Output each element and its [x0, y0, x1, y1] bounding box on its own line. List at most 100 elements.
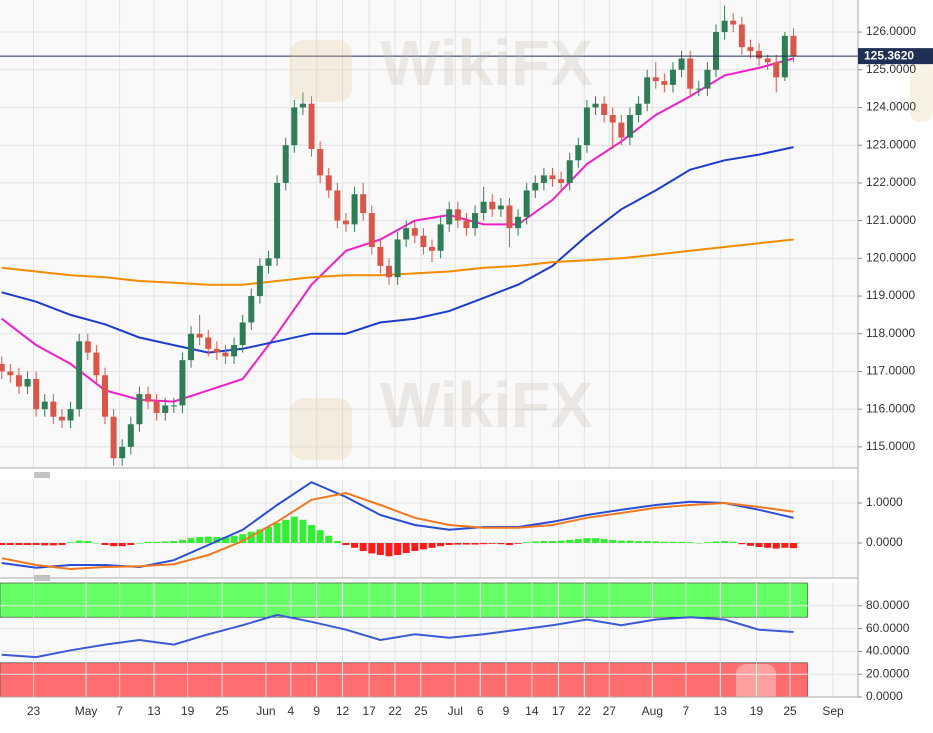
candle-body	[687, 58, 694, 89]
candle-body	[274, 182, 281, 259]
histogram-bar	[738, 543, 746, 545]
histogram-bar	[781, 543, 789, 548]
candle-body	[764, 58, 771, 63]
band	[0, 582, 808, 618]
logo	[290, 40, 352, 102]
histogram-bar	[0, 543, 6, 545]
candle-body	[583, 107, 590, 146]
histogram-bar	[256, 529, 264, 543]
candle-body	[394, 239, 401, 278]
y-tick-label: 0.0000	[866, 535, 903, 549]
histogram-bar	[592, 538, 600, 543]
candle-body	[33, 379, 40, 410]
x-tick-label: 9	[503, 704, 510, 718]
candle-body	[738, 24, 745, 48]
histogram-bar	[92, 543, 100, 544]
candle-body	[84, 341, 91, 353]
x-tick-label: 19	[181, 704, 195, 718]
x-tick-label: 14	[525, 704, 539, 718]
histogram-bar	[789, 543, 797, 549]
histogram-bar	[695, 543, 703, 544]
candle-body	[489, 201, 496, 210]
candle-body	[661, 81, 668, 85]
candle-body	[618, 122, 625, 138]
line-series	[1, 57, 794, 403]
histogram-bar	[230, 535, 238, 543]
histogram-bar	[445, 543, 453, 545]
y-tick-label: 80.0000	[866, 598, 910, 612]
candle-body	[351, 194, 358, 225]
histogram-bar	[178, 539, 186, 543]
histogram-bar	[135, 543, 143, 544]
histogram-bar	[153, 541, 161, 543]
candle-body	[626, 115, 633, 138]
histogram-bar	[127, 543, 135, 545]
x-tick-label: Jul	[448, 704, 463, 718]
candle-body	[119, 446, 126, 459]
histogram-bar	[643, 541, 651, 543]
histogram-bar	[411, 543, 419, 551]
x-tick-label: 7	[116, 704, 123, 718]
y-tick-label: 122.0000	[866, 175, 916, 189]
candle-body	[695, 88, 702, 90]
histogram-bar	[626, 540, 634, 543]
histogram-bar	[118, 543, 126, 547]
candle-body	[403, 228, 410, 240]
candle-body	[342, 220, 349, 225]
histogram-bar	[394, 543, 402, 555]
y-tick-label: 1.0000	[866, 495, 903, 509]
histogram-bar	[531, 541, 539, 543]
candle-body	[385, 265, 392, 278]
y-tick-label: 116.0000	[866, 401, 915, 415]
histogram-bar	[342, 543, 350, 545]
candle-body	[153, 401, 160, 413]
x-tick-label: 27	[603, 704, 617, 718]
histogram-bar	[368, 543, 376, 554]
candle-body	[713, 32, 720, 70]
histogram-bar	[635, 541, 643, 543]
candle-body	[652, 77, 659, 82]
histogram-bar	[548, 541, 556, 543]
candle-body	[170, 405, 177, 407]
candle-body	[162, 405, 169, 413]
y-tick-label: 120.0000	[866, 250, 916, 264]
x-tick-label: 22	[388, 704, 402, 718]
candle-body	[24, 379, 31, 387]
candle-body	[790, 35, 797, 57]
candle-body	[669, 69, 676, 85]
x-tick-label: Sep	[822, 704, 844, 718]
histogram-bar	[41, 543, 49, 546]
x-tick-label: 17	[363, 704, 377, 718]
candle-body	[325, 175, 332, 191]
histogram-bar	[419, 543, 427, 550]
candle-body	[41, 401, 48, 410]
candle-body	[463, 220, 470, 229]
candle-body	[67, 409, 74, 421]
candle-body	[205, 337, 212, 349]
candle-body	[592, 103, 599, 108]
histogram-bar	[161, 541, 169, 543]
x-tick-label: 25	[414, 704, 428, 718]
x-tick-label: 17	[552, 704, 566, 718]
candle-body	[76, 341, 83, 410]
histogram-bar	[755, 543, 763, 547]
histogram-bar	[566, 539, 574, 543]
histogram-bar	[290, 516, 298, 543]
histogram-bar	[678, 541, 686, 543]
histogram-bar	[247, 531, 255, 543]
y-tick-label: 20.0000	[866, 666, 910, 680]
histogram-bar	[325, 535, 333, 543]
x-tick-label: 22	[578, 704, 592, 718]
y-tick-label: 126.0000	[866, 24, 916, 38]
candle-body	[136, 394, 143, 425]
histogram-bar	[351, 543, 359, 548]
candle-body	[523, 190, 530, 217]
histogram-bar	[239, 534, 247, 543]
candle-body	[360, 194, 367, 214]
line-series	[1, 613, 794, 659]
histogram-bar	[265, 527, 273, 543]
histogram-bar	[15, 543, 23, 545]
x-tick-label: 25	[215, 704, 229, 718]
candle-body	[58, 416, 65, 421]
